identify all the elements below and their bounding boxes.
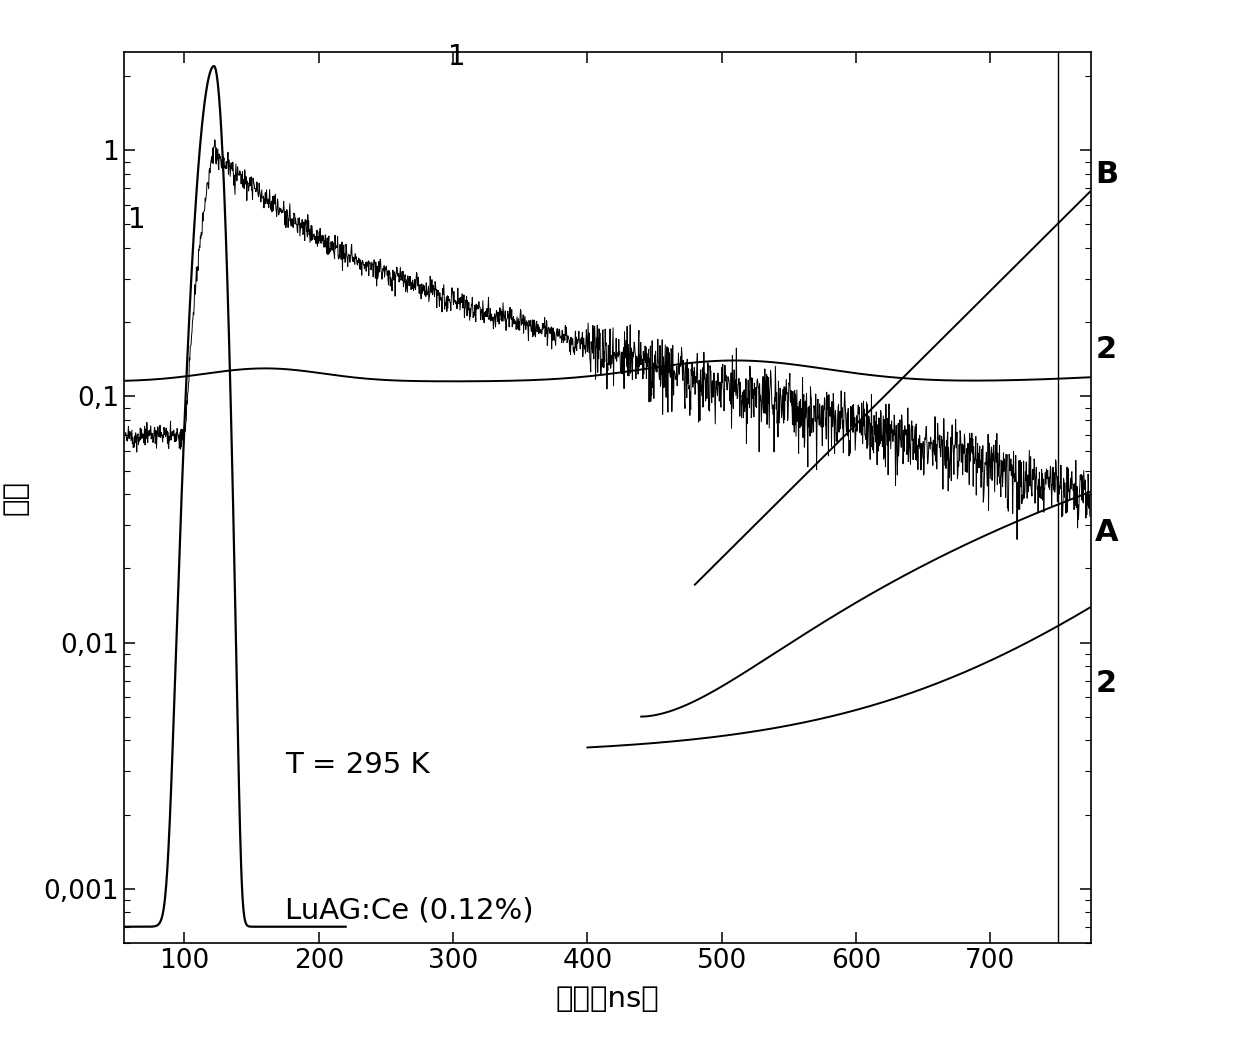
Text: 2: 2 bbox=[1095, 335, 1116, 364]
X-axis label: 时间（ns）: 时间（ns） bbox=[556, 985, 660, 1013]
Text: B: B bbox=[1095, 159, 1118, 189]
Text: T = 295 K: T = 295 K bbox=[285, 750, 430, 779]
Y-axis label: 强度: 强度 bbox=[1, 480, 30, 516]
Text: 1: 1 bbox=[128, 206, 145, 234]
Text: A: A bbox=[1095, 518, 1118, 547]
Text: 2: 2 bbox=[1095, 670, 1116, 698]
Text: LuAG:Ce (0.12%): LuAG:Ce (0.12%) bbox=[285, 896, 534, 924]
Text: 1: 1 bbox=[449, 43, 466, 71]
